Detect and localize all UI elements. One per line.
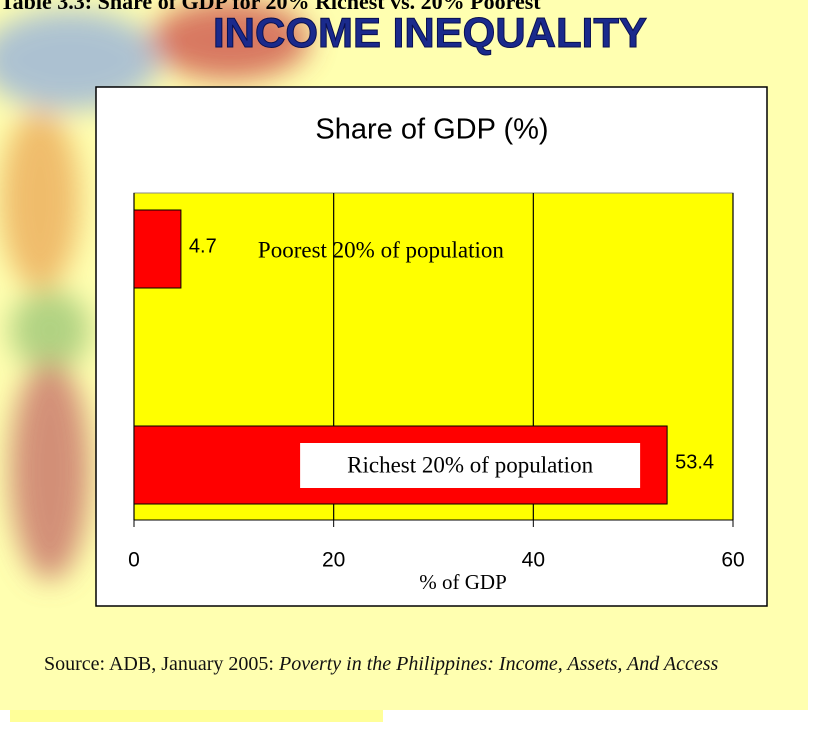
slide-strip xyxy=(10,710,383,722)
category-label: Poorest 20% of population xyxy=(258,237,504,262)
x-tick-label: 0 xyxy=(128,549,140,572)
value-label: 53.4 xyxy=(675,451,714,473)
slide-title: INCOME INEQUALITY xyxy=(213,9,647,56)
bar xyxy=(133,209,182,289)
brush-stroke xyxy=(0,10,160,110)
source-prefix: Source: ADB, January 2005: xyxy=(44,653,279,675)
table-caption: Table 3.3: Share of GDP for 20% Richest … xyxy=(0,0,541,14)
x-tick-label: 20 xyxy=(322,549,345,572)
chart-title: Share of GDP (%) xyxy=(315,114,548,146)
value-label: 4.7 xyxy=(189,235,217,257)
brush-stroke xyxy=(150,0,310,80)
x-axis-label: % of GDP xyxy=(419,570,507,594)
x-tick-label: 40 xyxy=(522,549,545,572)
brush-stroke xyxy=(10,360,90,580)
source: Source: ADB, January 2005: Poverty in th… xyxy=(44,648,814,712)
category-label-box xyxy=(300,443,641,488)
brush-stroke xyxy=(10,290,90,370)
x-tick-label: 60 xyxy=(721,549,744,572)
source-title: Poverty in the Philippines: Income, Asse… xyxy=(278,653,719,675)
category-label: Richest 20% of population xyxy=(347,452,593,477)
decoration xyxy=(0,0,310,580)
brush-stroke xyxy=(0,110,80,290)
